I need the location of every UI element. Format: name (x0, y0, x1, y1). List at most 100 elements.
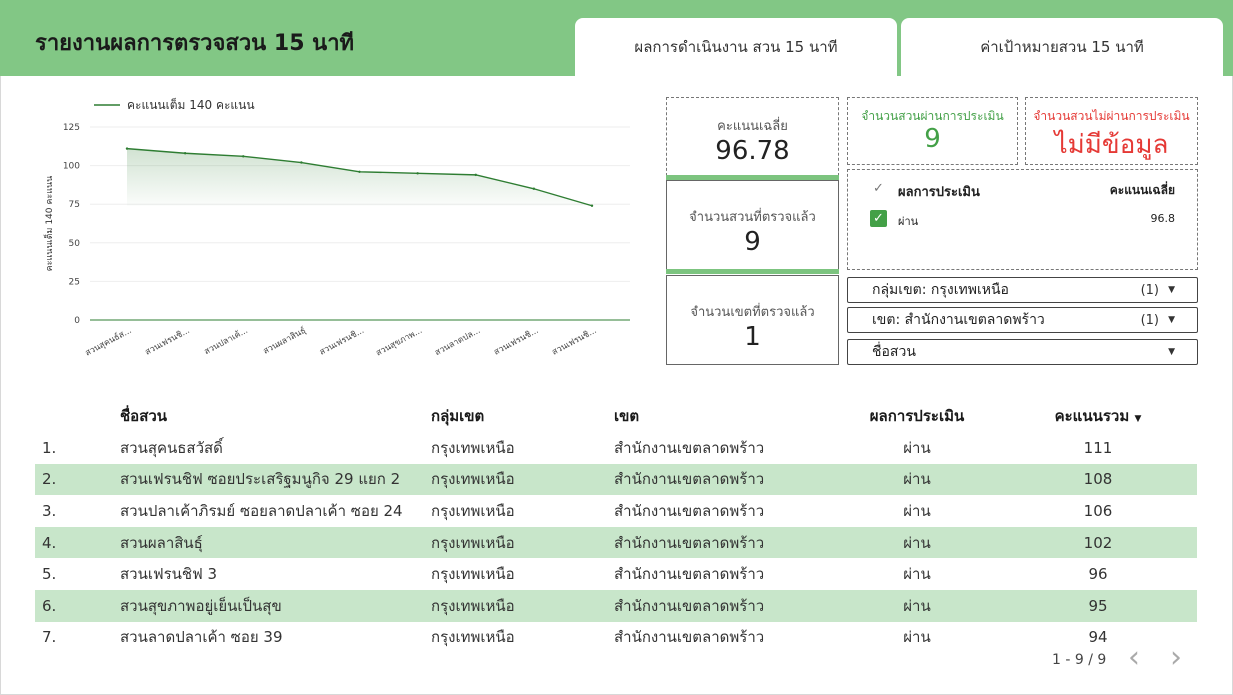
sort-desc-icon: ▼ (1134, 414, 1142, 424)
eval-header-score: คะแนนเฉลี่ย (1109, 183, 1175, 197)
x-tick-label: สวนผลาสินธุ์ (261, 325, 308, 357)
kpi-parks-value: 9 (744, 227, 761, 257)
pagination-text: 1 - 9 / 9 (1052, 652, 1107, 668)
data-point (300, 161, 303, 164)
x-tick-label: สวนเฟรนชิ... (144, 326, 192, 358)
result-cell: ผ่าน (903, 596, 931, 615)
district-label: เขต (872, 312, 896, 328)
column-park-name[interactable]: ชื่อสวน (120, 407, 168, 425)
district-group-count: (1) (1140, 282, 1159, 298)
row-index: 6. (42, 596, 57, 615)
x-tick-label: สวนเฟรนชิ... (318, 326, 366, 358)
district-group-cell: กรุงเทพเหนือ (431, 628, 515, 647)
row-index: 2. (42, 470, 57, 489)
district-dropdown[interactable]: เขต: สำนักงานเขตลาดพร้าว (1) ▼ (847, 307, 1198, 333)
page-title: รายงานผลการตรวจสวน 15 นาที (35, 31, 355, 56)
district-group-cell: กรุงเทพเหนือ (431, 501, 515, 520)
chevron-right-icon[interactable]: › (1170, 640, 1182, 675)
score-cell: 108 (1083, 470, 1113, 489)
district-group-cell: กรุงเทพเหนือ (431, 596, 515, 615)
table-row[interactable]: 2. สวนเฟรนชิฟ ซอยประเสริฐมนูกิจ 29 แยก 2 ก… (35, 463, 1197, 496)
kpi-passed-value: 9 (924, 124, 941, 154)
row-index: 7. (42, 628, 57, 647)
data-point (125, 147, 129, 150)
data-point (474, 173, 477, 177)
header-bar: รายงานผลการตรวจสวน 15 นาที ผลการดำเนินงา… (0, 0, 1233, 76)
park-name-cell: สวนเฟรนชิฟ 3 (120, 565, 218, 584)
row-index: 4. (42, 533, 57, 552)
column-total-score[interactable]: คะแนนรวม ▼ (1048, 404, 1148, 428)
park-name-dropdown[interactable]: ชื่อสวน ▼ (847, 339, 1198, 365)
table-row[interactable]: 4. สวนผลาสินธุ์ กรุงเทพเหนือ สำนักงานเขตลาด… (35, 526, 1197, 559)
kpi-passed-label: จำนวนสวนผ่านการประเมิน (861, 109, 1004, 123)
kpi-districts-value: 1 (744, 322, 761, 352)
data-point (590, 204, 594, 207)
park-name-cell: สวนผลาสินธุ์ (120, 533, 203, 552)
district-cell: สำนักงานเขตลาดพร้าว (614, 596, 765, 615)
data-point (242, 155, 245, 158)
column-district[interactable]: เขต (614, 407, 640, 425)
eval-item-score: 96.8 (1150, 212, 1176, 225)
district-group-cell: กรุงเทพเหนือ (431, 438, 515, 457)
score-cell: 106 (1083, 501, 1113, 520)
score-cell: 111 (1083, 438, 1113, 457)
x-tick-label: สวนเฟรนชิ... (550, 326, 598, 358)
table-row[interactable]: 1. สวนสุคนธสวัสดิ์ กรุงเทพเหนือ สำนักงานเขต… (35, 432, 1197, 464)
y-tick-label: 100 (63, 162, 80, 172)
district-group-value: : กรุงเทพเหนือ (921, 282, 1009, 298)
park-name-cell: สวนสุขภาพอยู่เย็นเป็นสุข (120, 596, 282, 615)
score-cell: 94 (1088, 628, 1108, 647)
chevron-left-icon[interactable]: ‹ (1128, 640, 1140, 675)
select-all-checkbox[interactable]: ✓ (873, 181, 884, 196)
kpi-average-label: คะแนนเฉลี่ย (717, 119, 788, 134)
table-row[interactable]: 7. สวนลาดปลาเค้า ซอย 39 กรุงเทพเหนือ สำนักง… (35, 622, 1197, 654)
table-row[interactable]: 3. สวนปลาเค้าภิรมย์ ซอยลาดปลาเค้า ซอย 24 ก… (35, 495, 1197, 527)
tab-performance[interactable]: ผลการดำเนินงาน สวน 15 นาที (575, 18, 897, 76)
chevron-down-icon: ▼ (1168, 315, 1175, 325)
series-area (127, 148, 592, 206)
park-name-cell: สวนลาดปลาเค้า ซอย 39 (120, 628, 283, 647)
y-tick-label: 75 (69, 200, 80, 210)
score-cell: 102 (1083, 533, 1113, 552)
district-group-cell: กรุงเทพเหนือ (431, 565, 515, 584)
kpi-average-score: คะแนนเฉลี่ย 96.78 (666, 97, 839, 176)
chevron-down-icon: ▼ (1168, 285, 1175, 295)
data-point (532, 187, 536, 190)
district-count: (1) (1140, 312, 1159, 328)
table-row[interactable]: 6. สวนสุขภาพอยู่เย็นเป็นสุข กรุงเทพเหนือ สำ… (35, 589, 1197, 622)
x-tick-label: สวนลาดปล... (433, 326, 482, 358)
district-group-cell: กรุงเทพเหนือ (431, 533, 515, 552)
card-divider (666, 269, 839, 274)
kpi-parks-inspected: จำนวนสวนที่ตรวจแล้ว 9 (666, 180, 839, 270)
table-row[interactable]: 5. สวนเฟรนชิฟ 3 กรุงเทพเหนือ สำนักงานเขตลาด… (35, 558, 1197, 590)
tab-targets[interactable]: ค่าเป้าหมายสวน 15 นาที (901, 18, 1223, 76)
eval-item-label: ผ่าน (898, 215, 919, 228)
pass-checkbox[interactable]: ✓ (870, 210, 887, 227)
district-cell: สำนักงานเขตลาดพร้าว (614, 470, 765, 489)
table-body: 1. สวนสุคนธสวัสดิ์ กรุงเทพเหนือ สำนักงานเขต… (35, 432, 1197, 653)
x-tick-label: สวนสุขภาพ... (374, 326, 424, 359)
park-name-cell: สวนเฟรนชิฟ ซอยประเสริฐมนูกิจ 29 แยก 2 (120, 470, 401, 489)
result-cell: ผ่าน (903, 628, 931, 647)
data-point (416, 172, 419, 175)
data-point (183, 152, 187, 155)
park-name-label: ชื่อสวน (872, 344, 916, 360)
district-group-dropdown[interactable]: กลุ่มเขต: กรุงเทพเหนือ (1) ▼ (847, 277, 1198, 303)
district-value: : สำนักงานเขตลาดพร้าว (895, 312, 1045, 328)
legend-label: คะแนนเต็ม 140 คะแนน (127, 97, 255, 112)
kpi-average-value: 96.78 (715, 136, 790, 166)
district-group-label: กลุ่มเขต (872, 282, 922, 298)
district-cell: สำนักงานเขตลาดพร้าว (614, 438, 765, 457)
column-result[interactable]: ผลการประเมิน (869, 407, 965, 425)
y-tick-label: 50 (69, 239, 81, 249)
parks-table: ชื่อสวน กลุ่มเขต เขต ผลการประเมิน คะแนนร… (35, 400, 1197, 653)
kpi-failed-value: ไม่มีข้อมูล (1054, 130, 1169, 160)
evaluation-filter: ✓ ผลการประเมิน คะแนนเฉลี่ย ✓ ผ่าน 96.8 (847, 169, 1198, 270)
district-group-cell: กรุงเทพเหนือ (431, 470, 515, 489)
kpi-districts-inspected: จำนวนเขตที่ตรวจแล้ว 1 (666, 275, 839, 365)
column-district-group[interactable]: กลุ่มเขต (431, 407, 485, 425)
table-header: ชื่อสวน กลุ่มเขต เขต ผลการประเมิน คะแนนร… (35, 400, 1197, 432)
park-name-cell: สวนปลาเค้าภิรมย์ ซอยลาดปลาเค้า ซอย 24 (120, 501, 403, 520)
x-tick-label: สวนสุคนธ์ส... (83, 325, 133, 359)
